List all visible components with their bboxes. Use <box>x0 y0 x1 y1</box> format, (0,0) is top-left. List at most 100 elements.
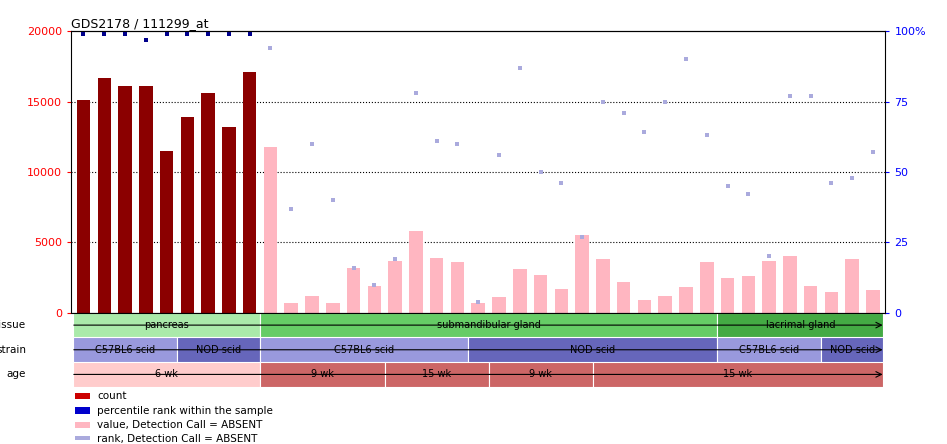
Point <box>657 98 672 105</box>
Bar <box>825 292 838 313</box>
Text: count: count <box>98 391 127 401</box>
Bar <box>118 86 132 313</box>
Point <box>263 44 278 52</box>
Bar <box>492 297 506 313</box>
Point <box>616 109 632 116</box>
Point <box>471 298 486 305</box>
Bar <box>243 72 257 313</box>
Text: lacrimal gland: lacrimal gland <box>765 320 835 330</box>
Text: pancreas: pancreas <box>144 320 189 330</box>
Bar <box>700 262 713 313</box>
Point <box>720 182 735 190</box>
Point <box>429 137 444 144</box>
Point <box>637 129 652 136</box>
Bar <box>472 303 485 313</box>
Bar <box>804 286 817 313</box>
Text: 15 wk: 15 wk <box>422 369 451 380</box>
Bar <box>555 289 568 313</box>
Text: rank, Detection Call = ABSENT: rank, Detection Call = ABSENT <box>98 434 258 444</box>
Bar <box>388 261 402 313</box>
Point <box>803 92 818 99</box>
Bar <box>75 393 90 400</box>
Point <box>222 30 237 37</box>
Bar <box>717 313 884 337</box>
Text: GDS2178 / 111299_at: GDS2178 / 111299_at <box>71 17 208 30</box>
Point <box>180 30 195 37</box>
Bar <box>513 269 527 313</box>
Text: C57BL6 scid: C57BL6 scid <box>95 345 155 355</box>
Bar <box>762 261 776 313</box>
Bar <box>409 231 422 313</box>
Bar <box>202 93 215 313</box>
Bar <box>717 337 821 362</box>
Point <box>824 180 839 187</box>
Point <box>533 168 548 175</box>
Bar <box>181 117 194 313</box>
Bar <box>77 100 90 313</box>
Point <box>201 30 216 37</box>
Point <box>512 64 527 71</box>
Bar <box>430 258 443 313</box>
Bar <box>593 362 884 387</box>
Text: age: age <box>7 369 27 380</box>
Bar <box>742 276 755 313</box>
Point <box>304 140 319 147</box>
Text: tissue: tissue <box>0 320 27 330</box>
Bar <box>75 407 90 414</box>
Point <box>325 197 340 204</box>
Point <box>284 205 299 212</box>
Bar <box>367 286 381 313</box>
Bar <box>468 337 717 362</box>
Bar <box>73 313 260 337</box>
Point <box>76 30 91 37</box>
Point <box>97 30 112 37</box>
Point <box>366 281 382 288</box>
Point <box>242 30 258 37</box>
Bar <box>73 362 260 387</box>
Text: C57BL6 scid: C57BL6 scid <box>739 345 799 355</box>
Bar <box>451 262 464 313</box>
Point <box>845 174 860 181</box>
Point <box>678 56 693 63</box>
Bar <box>658 296 672 313</box>
Bar <box>679 287 693 313</box>
Bar <box>223 127 236 313</box>
Bar <box>75 436 90 442</box>
Bar <box>98 78 111 313</box>
Bar <box>260 313 717 337</box>
Text: strain: strain <box>0 345 27 355</box>
Text: 9 wk: 9 wk <box>311 369 334 380</box>
Bar <box>139 86 152 313</box>
Bar <box>576 235 589 313</box>
Bar <box>305 296 319 313</box>
Point <box>408 90 423 97</box>
Bar <box>160 151 173 313</box>
Point <box>596 98 611 105</box>
Bar <box>347 268 360 313</box>
Bar <box>637 300 652 313</box>
Text: 9 wk: 9 wk <box>529 369 552 380</box>
Bar <box>721 278 734 313</box>
Bar <box>867 290 880 313</box>
Point <box>138 36 153 43</box>
Bar <box>597 259 610 313</box>
Bar <box>284 303 298 313</box>
Bar <box>534 275 547 313</box>
Bar <box>260 362 384 387</box>
Text: 15 wk: 15 wk <box>724 369 753 380</box>
Bar <box>177 337 260 362</box>
Point <box>699 132 714 139</box>
Point <box>782 92 797 99</box>
Text: percentile rank within the sample: percentile rank within the sample <box>98 405 273 416</box>
Point <box>387 256 402 263</box>
Bar <box>384 362 489 387</box>
Point <box>346 264 361 271</box>
Point <box>491 151 507 159</box>
Bar <box>616 282 631 313</box>
Point <box>866 149 881 156</box>
Text: C57BL6 scid: C57BL6 scid <box>334 345 394 355</box>
Point <box>761 253 777 260</box>
Text: value, Detection Call = ABSENT: value, Detection Call = ABSENT <box>98 420 262 430</box>
Bar <box>489 362 593 387</box>
Bar <box>75 422 90 428</box>
